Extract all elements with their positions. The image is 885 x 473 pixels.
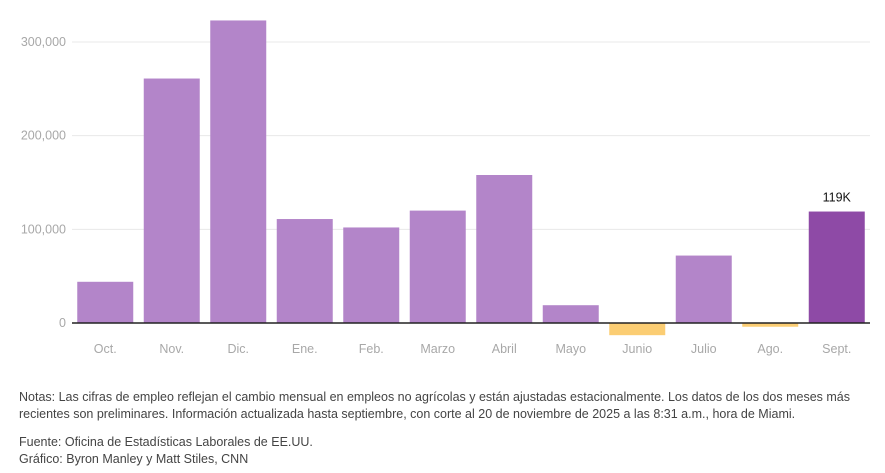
x-category-label: Oct.: [94, 342, 117, 356]
highlight-data-label: 119K: [823, 191, 852, 205]
bar-sept: [808, 211, 865, 323]
bar-dic: [210, 20, 267, 324]
bar-abril: [476, 175, 533, 323]
y-tick-label: 300,000: [21, 35, 66, 49]
bar-nov: [143, 78, 200, 323]
x-category-label: Abril: [492, 342, 517, 356]
y-tick-label: 100,000: [21, 222, 66, 236]
y-axis-tick-labels: 0 100,000 200,000 300,000: [21, 35, 66, 330]
gridlines: [72, 41, 870, 230]
x-category-label: Julio: [691, 342, 717, 356]
x-category-label: Junio: [622, 342, 652, 356]
x-category-label: Nov.: [159, 342, 184, 356]
x-category-label: Mayo: [555, 342, 586, 356]
y-tick-label: 0: [59, 316, 66, 330]
x-category-label: Sept.: [822, 342, 851, 356]
bar-julio: [675, 255, 732, 323]
bar-feb: [343, 227, 400, 323]
x-category-label: Marzo: [420, 342, 455, 356]
chart-credits: Fuente: Oficina de Estadísticas Laborale…: [19, 434, 313, 468]
bar-junio: [609, 323, 666, 336]
chart-notes: Notas: Las cifras de empleo reflejan el …: [19, 390, 851, 421]
x-axis-labels: Oct. Nov. Dic. Ene. Feb. Marzo Abril Mayo Junio J…: [94, 342, 852, 356]
x-category-label: Ago.: [757, 342, 783, 356]
x-category-label: Ene.: [292, 342, 318, 356]
source-text: Fuente: Oficina de Estadísticas Laborale…: [19, 435, 313, 449]
bar-mayo: [542, 305, 599, 323]
credit-text: Gráfico: Byron Manley y Matt Stiles, CNN: [19, 452, 249, 466]
bar-chart: 0 100,000 200,000 300,000 Oct. Nov. Dic. Ene. F…: [21, 20, 870, 356]
bar-ago: [742, 323, 799, 327]
data-labels: 119K: [823, 191, 852, 205]
y-tick-label: 200,000: [21, 129, 66, 143]
bar-ene: [276, 219, 333, 323]
bars: [77, 20, 865, 336]
bar-oct: [77, 281, 134, 323]
bar-marzo: [409, 210, 466, 323]
x-category-label: Dic.: [227, 342, 249, 356]
x-category-label: Feb.: [359, 342, 384, 356]
